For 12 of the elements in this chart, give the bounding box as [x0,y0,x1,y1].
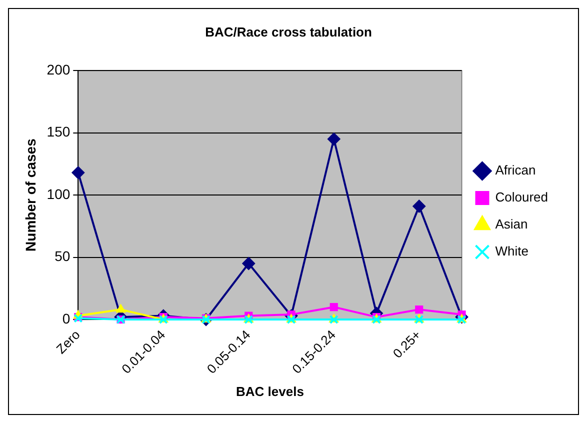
y-tick-label: 100 [46,186,70,202]
y-axis-title: Number of cases [22,138,38,252]
y-tick-label: 0 [62,310,70,326]
legend-label: Coloured [495,190,548,205]
legend-label: Asian [495,216,528,232]
y-tick-label: 200 [46,61,70,78]
y-tick-label: 150 [46,124,70,140]
y-tick-label: 50 [54,248,70,264]
legend-label: White [495,244,528,259]
legend-label: African [495,162,536,178]
x-axis-title: BAC levels [236,384,304,399]
chart-title: BAC/Race cross tabulation [205,24,372,40]
